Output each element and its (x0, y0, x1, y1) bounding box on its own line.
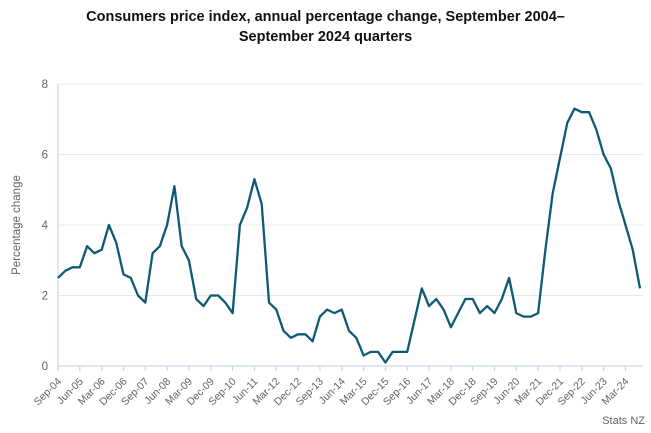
y-tick-label-8: 8 (42, 79, 48, 91)
chart-title: Consumers price index, annual percentage… (86, 9, 565, 45)
source-attribution: Stats NZ (602, 415, 645, 427)
y-tick-label-2: 2 (42, 291, 48, 303)
y-tick-label-0: 0 (42, 361, 48, 373)
cpi-series-line (57, 107, 642, 364)
y-tick-label-6: 6 (42, 150, 48, 162)
y-tick-label-4: 4 (42, 220, 49, 232)
y-axis-title: Percentage change (11, 175, 23, 275)
